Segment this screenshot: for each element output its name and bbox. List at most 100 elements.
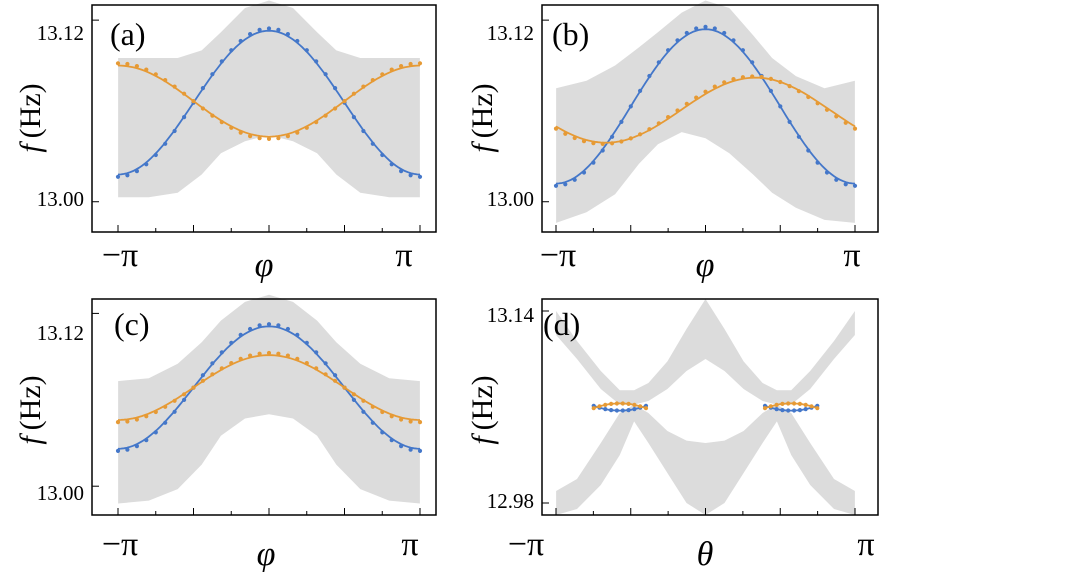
panel-a-blue-point bbox=[314, 59, 319, 64]
panel-d-blue-line-0 bbox=[593, 404, 647, 412]
panel-b-orange-point bbox=[731, 77, 736, 82]
panel-b-blue-point bbox=[647, 73, 652, 79]
panel-c-blue-point bbox=[134, 444, 139, 449]
panel-b-orange-point bbox=[638, 132, 643, 137]
panel-a-ylabel-unit: (Hz) bbox=[14, 83, 47, 138]
panel-d-blue-point bbox=[614, 408, 620, 413]
panel-c-blue-point bbox=[333, 373, 338, 378]
panel-b-orange-point bbox=[722, 80, 727, 85]
panel-c-blue-point bbox=[229, 340, 234, 345]
panel-b-orange-line-0 bbox=[555, 76, 856, 144]
panel-c-orange-point bbox=[370, 404, 375, 409]
panel-d-blue-point bbox=[632, 407, 637, 412]
panel-a-blue-point bbox=[276, 27, 281, 32]
panel-b-blue-point bbox=[684, 30, 689, 36]
panel-a-blue-point bbox=[248, 31, 253, 37]
panel-c: (c) 13.12 13.00 −π π φ f (Hz) bbox=[14, 294, 437, 573]
panel-c-orange-point bbox=[191, 385, 196, 390]
panel-a-blue-point bbox=[163, 141, 168, 146]
panel-a-blue-point bbox=[295, 38, 300, 44]
panel-a-orange-point bbox=[200, 106, 205, 111]
panel-d-blue-point bbox=[803, 407, 808, 412]
panel-d-orange-line-1 bbox=[764, 402, 818, 410]
panel-a-orange-point bbox=[229, 125, 234, 130]
panel-b-orange-point bbox=[600, 141, 605, 146]
panel-c-label: (c) bbox=[114, 306, 150, 342]
panel-b-orange-point bbox=[684, 101, 689, 106]
svg-text:f(Hz): f (Hz) bbox=[466, 83, 499, 152]
panel-c-orange-point bbox=[238, 356, 243, 361]
panel-d-blue-point bbox=[609, 408, 614, 413]
panel-c-blue-point bbox=[257, 323, 262, 328]
panel-d-orange-point bbox=[620, 401, 625, 406]
panel-b-orange-point bbox=[675, 108, 680, 113]
panel-a-ylabel-var: f bbox=[14, 141, 47, 153]
panel-c-blue-point bbox=[295, 332, 300, 337]
panel-a-orange-point bbox=[399, 64, 404, 69]
panel-d-label: (d) bbox=[543, 306, 580, 342]
panel-b-blue-point bbox=[666, 48, 671, 53]
panel-b-blue-point bbox=[694, 26, 699, 31]
panel-d-xtick-left: −π bbox=[508, 526, 544, 563]
panel-c-blue-point bbox=[304, 340, 309, 345]
panel-c-orange-point bbox=[144, 414, 149, 419]
panel-c-orange-point bbox=[182, 392, 187, 397]
panel-d-orange-point bbox=[786, 401, 791, 406]
panel-c-blue-point bbox=[219, 350, 224, 355]
panel-d-orange-point bbox=[632, 402, 637, 407]
panel-a-blue-point bbox=[304, 48, 309, 53]
panel-a-orange-point bbox=[304, 125, 309, 130]
panel-c-blue-point bbox=[380, 430, 385, 435]
panel-c-blue-point bbox=[153, 430, 158, 435]
panel-b-ylabel-var: f bbox=[466, 141, 499, 153]
panel-c-blue-point bbox=[351, 397, 356, 402]
panel-c-orange-point bbox=[266, 350, 272, 356]
panel-a-label: (a) bbox=[110, 16, 146, 52]
svg-text:f(Hz): f (Hz) bbox=[466, 375, 499, 444]
panel-a-orange-point bbox=[380, 72, 385, 77]
panel-b-blue-point bbox=[572, 177, 577, 182]
panel-b-blue-point bbox=[553, 183, 559, 188]
panel-c-blue-point bbox=[285, 326, 290, 332]
panel-d-ytick-top: 13.14 bbox=[487, 303, 535, 327]
panel-c-orange-point bbox=[229, 361, 234, 366]
panel-d-blue-point bbox=[786, 408, 791, 413]
svg-text:f(Hz): f (Hz) bbox=[14, 83, 47, 152]
panel-b-xlabel: φ bbox=[696, 247, 715, 284]
panel-a-orange-point bbox=[295, 130, 300, 135]
panel-d-orange-point bbox=[603, 402, 608, 407]
panel-a-orange-point bbox=[351, 91, 356, 96]
panel-c-blue-point bbox=[163, 420, 168, 425]
panel-a-blue-point bbox=[333, 86, 338, 91]
panel-a-ytick-bottom: 13.00 bbox=[37, 187, 84, 211]
panel-d-blue-point bbox=[774, 407, 779, 412]
panel-b-orange-point bbox=[610, 141, 615, 146]
panel-c-orange-point bbox=[276, 351, 281, 356]
panel-b-orange-point bbox=[647, 127, 652, 132]
panel-a-band-0 bbox=[118, 0, 420, 198]
panel-a-blue-point bbox=[257, 27, 262, 32]
panel-c-orange-point bbox=[417, 420, 423, 425]
panel-a-orange-point bbox=[144, 67, 149, 72]
panel-b-orange-point bbox=[703, 89, 708, 94]
panel-c-orange-point bbox=[172, 398, 177, 403]
panel-d-frame bbox=[541, 298, 879, 516]
panel-b-orange-point bbox=[740, 75, 746, 80]
panel-c-xtick-left: −π bbox=[102, 526, 138, 563]
panel-b-orange-point bbox=[834, 114, 839, 119]
panel-b-xtick-left: −π bbox=[540, 237, 576, 274]
panel-c-orange-point bbox=[248, 353, 253, 358]
panel-b-blue-point bbox=[703, 24, 708, 29]
panel-a-orange-point bbox=[191, 99, 196, 104]
panel-b-blue-point bbox=[824, 170, 830, 175]
panel-c-ytick-top: 13.12 bbox=[37, 321, 84, 345]
panel-d-band-1 bbox=[556, 404, 855, 515]
panel-b-blue-point bbox=[656, 60, 661, 65]
panel-c-blue-point bbox=[125, 447, 130, 452]
panel-a-orange-point bbox=[134, 64, 139, 69]
panel-b-orange-point bbox=[694, 95, 699, 100]
panel-a-orange-point bbox=[210, 113, 215, 118]
panel-b-orange-point bbox=[815, 101, 820, 106]
panel-d-orange-point bbox=[643, 406, 649, 411]
panel-d-orange-point bbox=[591, 406, 596, 411]
